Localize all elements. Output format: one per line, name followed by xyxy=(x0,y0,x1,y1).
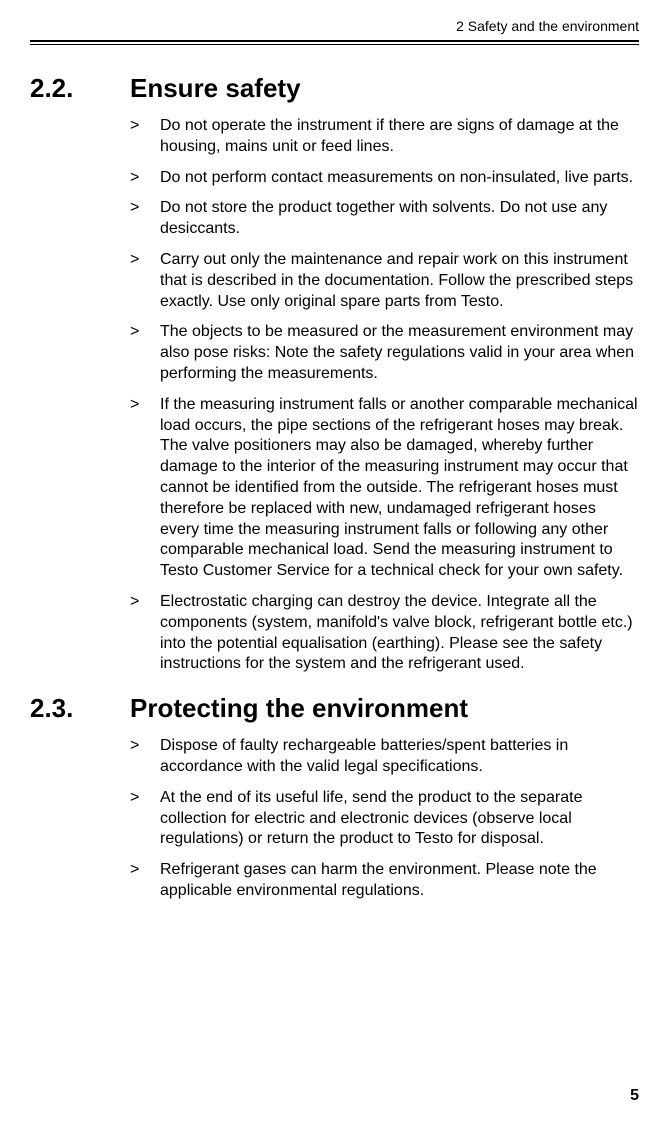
list-item-text: Do not operate the instrument if there a… xyxy=(160,117,619,155)
list-item-text: Carry out only the maintenance and repai… xyxy=(160,251,633,310)
bullet-list: > Dispose of faulty rechargeable batterie… xyxy=(30,736,639,902)
list-item: > Refrigerant gases can harm the environm… xyxy=(130,860,639,902)
list-item: > The objects to be measured or the measu… xyxy=(130,322,639,384)
bullet-marker: > xyxy=(130,198,139,219)
bullet-marker: > xyxy=(130,788,139,809)
section-heading: 2.2. Ensure safety xyxy=(30,73,639,104)
section-2-3: 2.3. Protecting the environment > Dispose… xyxy=(30,693,639,902)
bullet-list: > Do not operate the instrument if there … xyxy=(30,116,639,675)
section-number: 2.2. xyxy=(30,73,130,104)
list-item-text: Refrigerant gases can harm the environme… xyxy=(160,861,597,899)
list-item: > Dispose of faulty rechargeable batterie… xyxy=(130,736,639,778)
bullet-marker: > xyxy=(130,322,139,343)
bullet-marker: > xyxy=(130,736,139,757)
bullet-marker: > xyxy=(130,168,139,189)
header-rule-thin xyxy=(30,44,639,45)
header-rule-thick xyxy=(30,40,639,42)
list-item: > Do not store the product together with … xyxy=(130,198,639,240)
list-item: > Electrostatic charging can destroy the … xyxy=(130,592,639,675)
bullet-marker: > xyxy=(130,250,139,271)
page-number: 5 xyxy=(630,1087,639,1105)
bullet-marker: > xyxy=(130,592,139,613)
bullet-marker: > xyxy=(130,116,139,137)
list-item: > Carry out only the maintenance and repa… xyxy=(130,250,639,312)
list-item-text: The objects to be measured or the measur… xyxy=(160,323,634,382)
list-item-text: At the end of its useful life, send the … xyxy=(160,789,583,848)
section-title: Ensure safety xyxy=(130,73,301,104)
bullet-marker: > xyxy=(130,395,139,416)
list-item: > If the measuring instrument falls or an… xyxy=(130,395,639,582)
section-title: Protecting the environment xyxy=(130,693,468,724)
list-item-text: Dispose of faulty rechargeable batteries… xyxy=(160,737,568,775)
document-page: 2 Safety and the environment 2.2. Ensure… xyxy=(0,0,669,902)
list-item: > Do not operate the instrument if there … xyxy=(130,116,639,158)
bullet-marker: > xyxy=(130,860,139,881)
section-2-2: 2.2. Ensure safety > Do not operate the i… xyxy=(30,73,639,675)
list-item: > At the end of its useful life, send the… xyxy=(130,788,639,850)
section-heading: 2.3. Protecting the environment xyxy=(30,693,639,724)
list-item-text: Electrostatic charging can destroy the d… xyxy=(160,593,633,672)
list-item: > Do not perform contact measurements on … xyxy=(130,168,639,189)
section-number: 2.3. xyxy=(30,693,130,724)
list-item-text: Do not store the product together with s… xyxy=(160,199,607,237)
list-item-text: Do not perform contact measurements on n… xyxy=(160,169,633,186)
list-item-text: If the measuring instrument falls or ano… xyxy=(160,396,638,579)
running-header: 2 Safety and the environment xyxy=(30,18,639,40)
